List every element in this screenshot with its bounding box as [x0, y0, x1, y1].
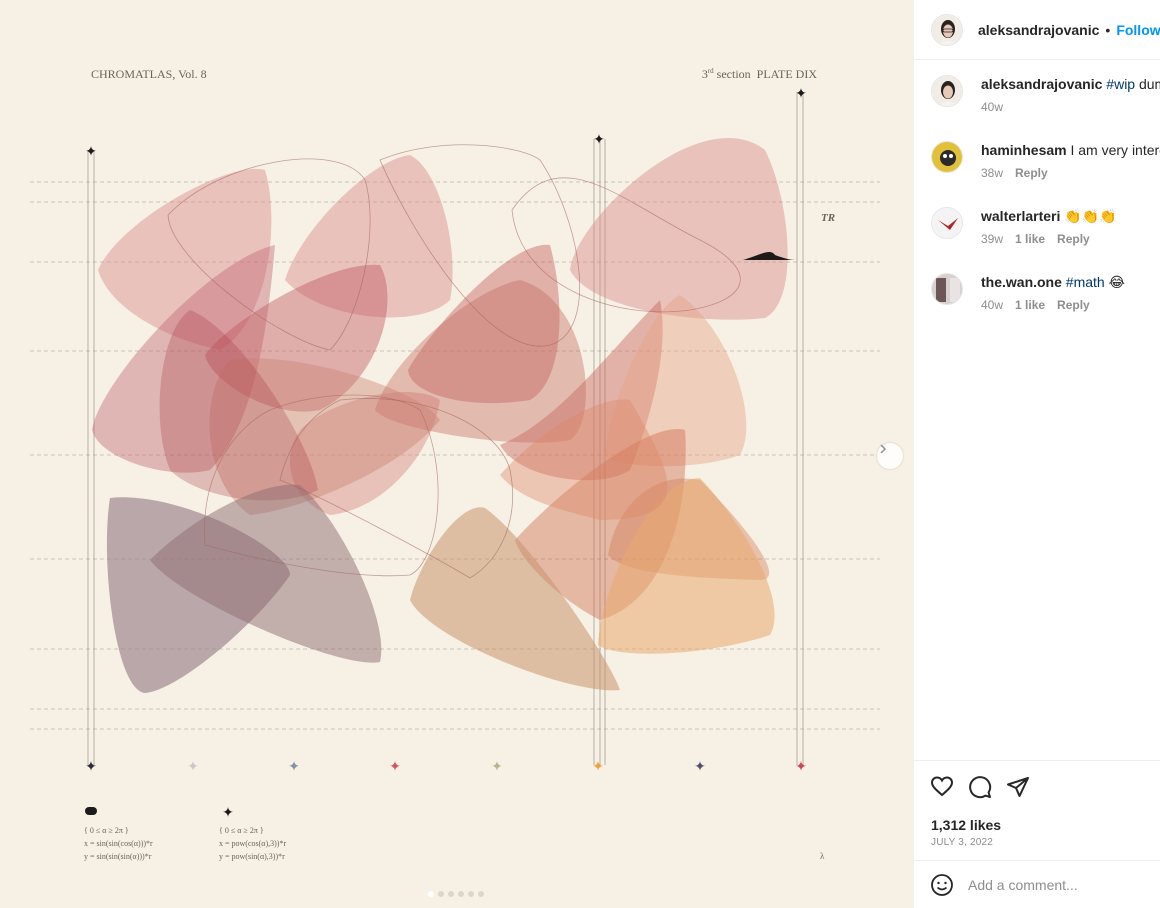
- post-header: aleksandrajovanic • Follow: [914, 0, 1160, 60]
- post-date: JULY 3, 2022: [931, 837, 994, 848]
- post-image[interactable]: ✦ ✦ ✦ ✦ ✦ ✦ ✦ ✦ ✦ ✦ ✦ ✦ CHROMATLAS, Vol.…: [0, 0, 913, 908]
- artwork-plate-label: 3rd section PLATE DIX: [701, 67, 817, 81]
- smiley-icon[interactable]: [930, 873, 954, 897]
- carousel-dot: [438, 891, 444, 897]
- svg-text:✦: ✦: [592, 759, 604, 775]
- carousel-dot: [448, 891, 454, 897]
- comment-username[interactable]: the.wan.one: [981, 274, 1062, 290]
- paper-plane-icon[interactable]: [1006, 775, 1030, 799]
- comment-likes-count[interactable]: 1 like: [1015, 232, 1046, 246]
- svg-text:✦: ✦: [85, 144, 97, 160]
- avatar[interactable]: [931, 13, 963, 46]
- chevron-right-icon: [880, 444, 887, 454]
- artwork-formula-1: { 0 ≤ α ≥ 2π } x = sin(sin(cos(α)))*r y …: [84, 826, 153, 861]
- carousel-dot: [428, 891, 434, 897]
- header-separator: •: [1105, 21, 1111, 38]
- comment-item: the.wan.one #math 😂 40w 1 like Reply: [931, 273, 1160, 312]
- svg-text:✦: ✦: [694, 759, 706, 775]
- comment-bubble-icon[interactable]: [968, 775, 992, 799]
- post-actions: 1,312 likes JULY 3, 2022: [914, 760, 1160, 860]
- reply-button[interactable]: Reply: [1057, 298, 1090, 312]
- comment-age[interactable]: 40w: [981, 298, 1004, 312]
- heart-icon[interactable]: [930, 775, 954, 799]
- carousel-indicator: [428, 891, 484, 897]
- post-author-username[interactable]: aleksandrajovanic: [978, 21, 1100, 38]
- svg-text:✦: ✦: [288, 759, 300, 775]
- comment-text: 😂: [1104, 274, 1125, 290]
- comment-text: 👏👏👏: [1064, 208, 1117, 224]
- svg-text:✦: ✦: [187, 759, 199, 775]
- svg-text:✦: ✦: [389, 759, 401, 775]
- artwork-series-title: CHROMATLAS, Vol. 8: [91, 67, 207, 81]
- comment-username[interactable]: aleksandrajovanic: [981, 76, 1103, 92]
- add-comment-bar: [914, 860, 1160, 908]
- comment-input[interactable]: [968, 876, 1148, 893]
- comment-text: dummy: [1138, 76, 1160, 92]
- comment-item: aleksandrajovanic #wip dummy 40w: [931, 75, 1160, 114]
- comment-item: haminhesam I am very interested 38w Reply: [931, 141, 1160, 180]
- post-side-panel: aleksandrajovanic • Follow aleksandrajov…: [913, 0, 1160, 908]
- comment-username[interactable]: haminhesam: [981, 142, 1067, 158]
- comment-text: I am very interested: [1070, 142, 1160, 158]
- svg-text:✦: ✦: [222, 805, 234, 821]
- carousel-dot: [468, 891, 474, 897]
- avatar[interactable]: [931, 207, 963, 239]
- next-slide-button[interactable]: [877, 443, 903, 469]
- svg-text:✦: ✦: [491, 759, 503, 775]
- reply-button[interactable]: Reply: [1057, 232, 1090, 246]
- svg-text:✦: ✦: [795, 86, 807, 102]
- artwork-canvas: ✦ ✦ ✦ ✦ ✦ ✦ ✦ ✦ ✦ ✦ ✦ ✦: [30, 86, 880, 821]
- carousel-dot: [458, 891, 464, 897]
- avatar[interactable]: [931, 141, 963, 173]
- comment-likes-count[interactable]: 1 like: [1015, 298, 1046, 312]
- likes-count[interactable]: 1,312 likes: [931, 817, 1002, 833]
- reply-button[interactable]: Reply: [1015, 166, 1048, 180]
- comment-hashtag[interactable]: #math: [1065, 274, 1105, 290]
- comment-username[interactable]: walterlarteri: [981, 208, 1061, 224]
- comment-age[interactable]: 40w: [981, 100, 1004, 114]
- comment-age[interactable]: 38w: [981, 166, 1004, 180]
- svg-text:✦: ✦: [593, 132, 605, 148]
- artwork-formula-2: { 0 ≤ α ≥ 2π } x = pow(cos(α),3))*r y = …: [219, 826, 287, 861]
- svg-text:✦: ✦: [85, 759, 97, 775]
- comment-age[interactable]: 39w: [981, 232, 1004, 246]
- artwork-corner-mark: TR: [821, 212, 836, 224]
- comment-hashtag[interactable]: #wip: [1106, 76, 1136, 92]
- follow-button[interactable]: Follow: [1116, 21, 1160, 38]
- avatar[interactable]: [931, 273, 963, 305]
- carousel-dot: [478, 891, 484, 897]
- comment-item: walterlarteri 👏👏👏 39w 1 like Reply: [931, 207, 1160, 246]
- svg-text:✦: ✦: [795, 759, 807, 775]
- avatar[interactable]: [931, 75, 963, 107]
- artwork-footer-mark: λ: [820, 851, 825, 861]
